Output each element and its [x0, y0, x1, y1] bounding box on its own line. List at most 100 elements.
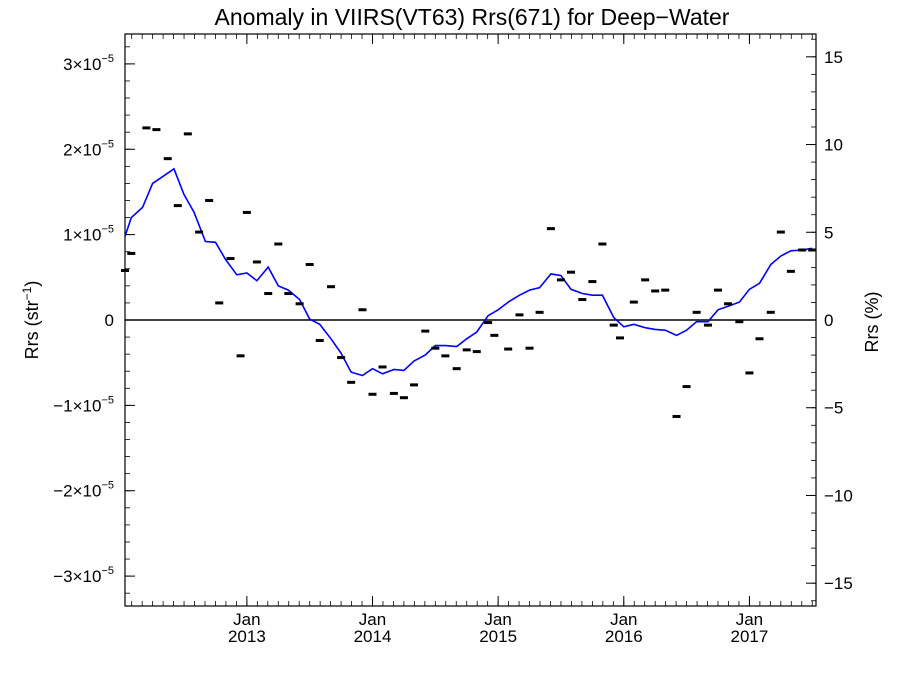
x-tick-month-label: Jan — [736, 610, 763, 629]
y-left-tick-exponent: −5 — [101, 53, 114, 65]
data-point — [692, 310, 701, 314]
data-point — [274, 242, 283, 246]
data-point — [195, 230, 204, 234]
left-y-axis: 3×10−52×10−51×10−50−1×10−5−2×10−5−3×10−5 — [53, 46, 135, 594]
y-left-tick-label: −1×10−5 — [53, 394, 114, 415]
data-point — [327, 285, 336, 289]
data-point — [661, 288, 670, 292]
x-tick-year-label: 2015 — [479, 627, 517, 646]
data-point — [368, 392, 377, 396]
data-point — [703, 323, 712, 327]
y-left-tick-label: −2×10−5 — [53, 480, 114, 501]
data-point — [378, 365, 387, 369]
x-tick-month-label: Jan — [233, 610, 260, 629]
data-point — [672, 414, 681, 418]
x-tick-year-label: 2017 — [730, 627, 768, 646]
x-tick-year-label: 2014 — [354, 627, 392, 646]
data-point — [205, 198, 214, 202]
trend-line-series — [124, 167, 813, 377]
data-point — [578, 298, 587, 302]
data-point — [525, 346, 534, 350]
data-point — [588, 280, 597, 284]
y-right-tick-label: 0 — [824, 311, 833, 330]
data-point — [776, 230, 785, 234]
data-point — [641, 278, 650, 282]
data-point — [163, 157, 172, 161]
data-point — [264, 292, 273, 296]
data-point — [389, 391, 398, 395]
data-point — [462, 348, 471, 352]
y-left-tick-exponent: −5 — [101, 394, 114, 406]
y-axis-left-label-sup: −1 — [20, 286, 34, 300]
y-axis-right-label: Rrs (%) — [862, 292, 882, 353]
data-point — [215, 301, 224, 305]
data-point — [284, 292, 293, 296]
x-tick-year-label: 2016 — [605, 627, 643, 646]
data-point — [315, 338, 324, 342]
data-point — [452, 367, 461, 371]
data-point — [504, 347, 513, 351]
data-point — [121, 268, 129, 272]
x-tick-month-label: Jan — [484, 610, 511, 629]
y-left-tick-label: 2×10−5 — [63, 138, 114, 159]
data-point — [484, 321, 493, 325]
data-point — [755, 337, 764, 341]
y-left-tick-mantissa: 2×10 — [63, 140, 101, 159]
y-axis-left-label-close: ) — [22, 281, 42, 287]
y-left-tick-mantissa: −2×10 — [53, 482, 101, 501]
y-left-tick-mantissa: 3×10 — [63, 55, 101, 74]
y-left-tick-label: 3×10−5 — [63, 53, 114, 74]
data-point — [714, 288, 723, 292]
data-point — [183, 132, 192, 136]
y-right-tick-label: 15 — [824, 48, 843, 67]
data-point — [142, 126, 151, 130]
y-left-tick-mantissa: 1×10 — [63, 226, 101, 245]
data-point — [515, 313, 524, 317]
data-point — [399, 396, 408, 400]
data-point — [252, 260, 261, 264]
data-point — [490, 333, 499, 337]
data-point — [609, 323, 618, 327]
data-point — [472, 350, 481, 354]
data-point — [347, 380, 356, 384]
y-right-tick-label: −15 — [824, 574, 853, 593]
y-left-tick-exponent: −5 — [101, 565, 114, 577]
data-point — [798, 248, 807, 252]
data-point — [629, 300, 638, 304]
scatter-points — [121, 126, 817, 418]
x-tick-year-label: 2013 — [228, 627, 266, 646]
y-left-tick-exponent: −5 — [101, 224, 114, 236]
data-point — [127, 251, 136, 255]
y-right-tick-label: −10 — [824, 486, 853, 505]
x-tick-month-label: Jan — [359, 610, 386, 629]
y-left-tick-label: 1×10−5 — [63, 224, 114, 245]
data-point — [556, 278, 565, 282]
y-right-tick-label: 5 — [824, 223, 833, 242]
data-point — [152, 128, 161, 132]
y-left-tick-label: 0 — [105, 311, 114, 330]
data-point — [766, 310, 775, 314]
data-point — [682, 385, 691, 389]
data-point — [431, 346, 440, 350]
data-point — [441, 354, 450, 358]
data-point — [409, 383, 418, 387]
y-axis-left-label-main: Rrs (str — [22, 300, 42, 359]
data-point — [236, 354, 245, 358]
y-right-tick-label: −5 — [824, 399, 843, 418]
data-point — [598, 242, 607, 246]
data-point — [226, 257, 235, 261]
y-left-tick-exponent: −5 — [101, 138, 114, 150]
data-point — [567, 270, 576, 274]
data-point — [651, 289, 660, 293]
data-point — [808, 248, 817, 252]
data-point — [173, 204, 182, 208]
y-left-tick-exponent: −5 — [101, 480, 114, 492]
data-point — [745, 371, 754, 375]
data-point — [358, 308, 367, 312]
data-point — [724, 302, 733, 306]
y-left-tick-mantissa: −3×10 — [53, 567, 101, 586]
data-point — [242, 210, 251, 214]
data-point — [546, 227, 555, 231]
